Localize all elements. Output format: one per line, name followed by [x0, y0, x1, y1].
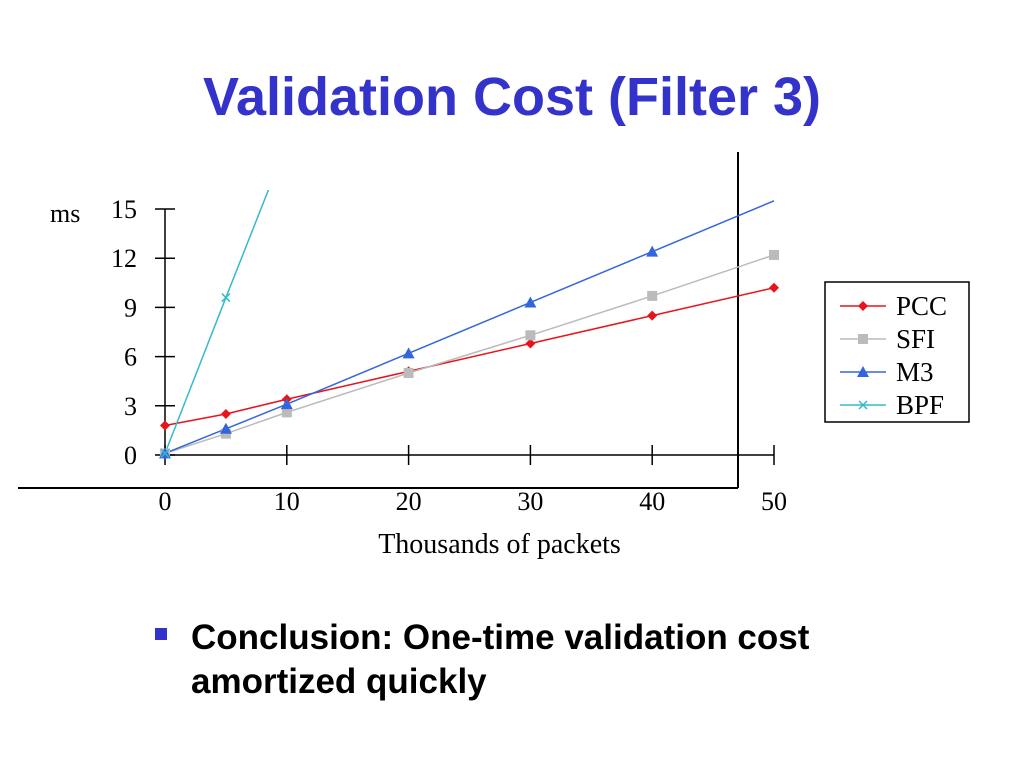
- y-tick-label: 3: [124, 392, 137, 421]
- square-bullet-icon: [155, 628, 167, 640]
- y-tick-label: 12: [111, 244, 137, 273]
- data-point-bpf: [221, 293, 231, 303]
- series-lines: [164, 190, 775, 455]
- data-point-m3: [219, 422, 232, 434]
- data-point-sfi: [769, 249, 779, 260]
- legend-label-sfi: SFI: [896, 324, 935, 354]
- y-tick-label: 15: [111, 195, 137, 224]
- data-point-m3: [524, 296, 537, 308]
- data-point-m3: [280, 398, 293, 410]
- x-tick-label: 0: [159, 487, 172, 516]
- y-tick-label: 9: [124, 293, 137, 322]
- data-point-sfi: [647, 290, 658, 301]
- conclusion-text: Conclusion: One-time validation cost amo…: [191, 618, 810, 701]
- legend-label-m3: M3: [896, 357, 934, 387]
- series-line-m3: [164, 200, 775, 455]
- legend-label-pcc: PCC: [896, 291, 947, 321]
- series-line-pcc: [164, 286, 775, 427]
- legend-marker-pcc: [858, 301, 868, 311]
- series-line-sfi: [164, 254, 775, 455]
- data-point-pcc: [769, 282, 779, 293]
- conclusion-bullet: Conclusion: One-time validation cost amo…: [155, 616, 975, 704]
- data-point-bpf: [160, 448, 170, 458]
- legend-label-bpf: BPF: [896, 390, 944, 420]
- legend-marker-m3: [857, 366, 869, 377]
- data-point-pcc: [220, 409, 231, 419]
- chart-axes: 0 3 6 9 12 15 0 10 20 30 40 50 ms Thousands of packet…: [50, 195, 787, 560]
- x-tick-label: 50: [761, 487, 787, 516]
- y-tick-label: 0: [124, 441, 137, 470]
- x-tick-label: 30: [517, 487, 543, 516]
- y-axis-label: ms: [50, 199, 80, 228]
- x-axis-label: Thousands of packets: [378, 529, 621, 560]
- data-point-pcc: [525, 338, 536, 349]
- data-point-m3: [402, 347, 415, 359]
- x-tick-label: 40: [639, 487, 665, 516]
- data-point-sfi: [525, 330, 536, 341]
- slide-title: Validation Cost (Filter 3): [202, 67, 822, 127]
- x-tick-label: 20: [396, 487, 422, 516]
- legend-marker-bpf: [858, 400, 868, 410]
- series-markers: [159, 245, 779, 459]
- data-point-m3: [646, 245, 659, 257]
- y-tick-label: 6: [124, 343, 137, 372]
- data-point-sfi: [403, 368, 414, 378]
- data-point-pcc: [647, 310, 658, 321]
- legend-marker-sfi: [858, 334, 868, 344]
- data-point-pcc: [160, 420, 170, 431]
- x-tick-label: 10: [274, 487, 300, 516]
- data-point-sfi: [281, 407, 292, 418]
